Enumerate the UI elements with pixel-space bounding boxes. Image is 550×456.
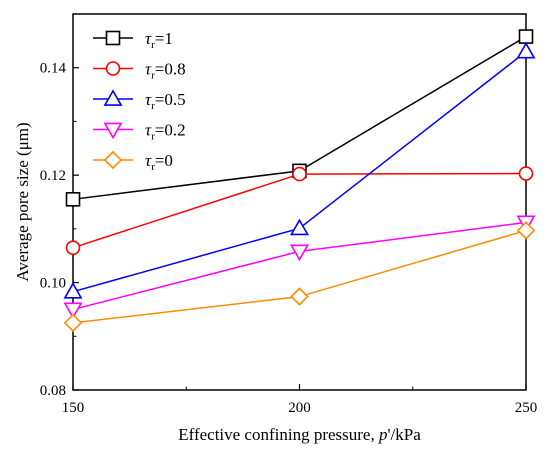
data-point bbox=[518, 29, 534, 44]
y-tick-label: 0.14 bbox=[40, 61, 67, 77]
y-tick-label: 0.08 bbox=[40, 383, 66, 399]
legend-label: τr=0 bbox=[145, 151, 173, 173]
legend-entry: τr=0.2 bbox=[93, 121, 186, 143]
legend-entry: τr=0.5 bbox=[93, 89, 186, 112]
legend-marker bbox=[103, 122, 123, 140]
legend-marker bbox=[105, 30, 121, 46]
x-tick-label: 250 bbox=[515, 400, 538, 416]
series-3 bbox=[63, 215, 536, 320]
axis-ticks bbox=[72, 13, 527, 391]
data-point bbox=[63, 302, 83, 320]
data-point bbox=[292, 166, 307, 182]
legend-entry: τr=1 bbox=[93, 29, 173, 51]
data-point bbox=[63, 313, 83, 333]
legend-entry: τr=0.8 bbox=[93, 60, 186, 82]
data-point bbox=[289, 244, 310, 262]
legend-label: τr=1 bbox=[145, 29, 173, 51]
data-point bbox=[63, 281, 83, 299]
y-tick-label: 0.10 bbox=[40, 276, 66, 292]
tick-labels: 150 200 250 0.08 0.10 0.12 0.14 bbox=[40, 61, 538, 416]
series-2 bbox=[63, 41, 536, 299]
y-tick-label: 0.12 bbox=[40, 168, 66, 184]
series-layer bbox=[63, 29, 536, 333]
legend-entry: τr=0 bbox=[93, 150, 173, 173]
data-point bbox=[290, 287, 309, 306]
data-point bbox=[516, 41, 536, 59]
plot-frame bbox=[72, 13, 527, 391]
x-axis-label: Effective confining pressure, p'/kPa bbox=[178, 425, 421, 444]
legend-marker bbox=[103, 89, 123, 106]
series-line bbox=[72, 229, 527, 324]
series-1 bbox=[65, 166, 534, 255]
legend-marker bbox=[103, 150, 123, 170]
data-point bbox=[289, 218, 310, 236]
legend: τr=1 τr=0.8 τr=0.5 τr=0.2 τr=0 bbox=[93, 29, 186, 173]
series-line bbox=[72, 172, 527, 249]
data-point bbox=[65, 192, 81, 207]
legend-label: τr=0.8 bbox=[145, 60, 186, 82]
series-4 bbox=[63, 221, 536, 333]
data-point bbox=[518, 166, 534, 181]
data-point bbox=[516, 221, 536, 240]
x-tick-label: 200 bbox=[288, 400, 311, 416]
legend-label: τr=0.5 bbox=[145, 90, 186, 112]
legend-label: τr=0.2 bbox=[145, 121, 186, 143]
legend-marker bbox=[105, 61, 121, 76]
x-tick-label: 150 bbox=[62, 400, 85, 416]
data-point bbox=[65, 240, 81, 255]
y-axis-label: Average pore size (μm) bbox=[13, 122, 32, 281]
